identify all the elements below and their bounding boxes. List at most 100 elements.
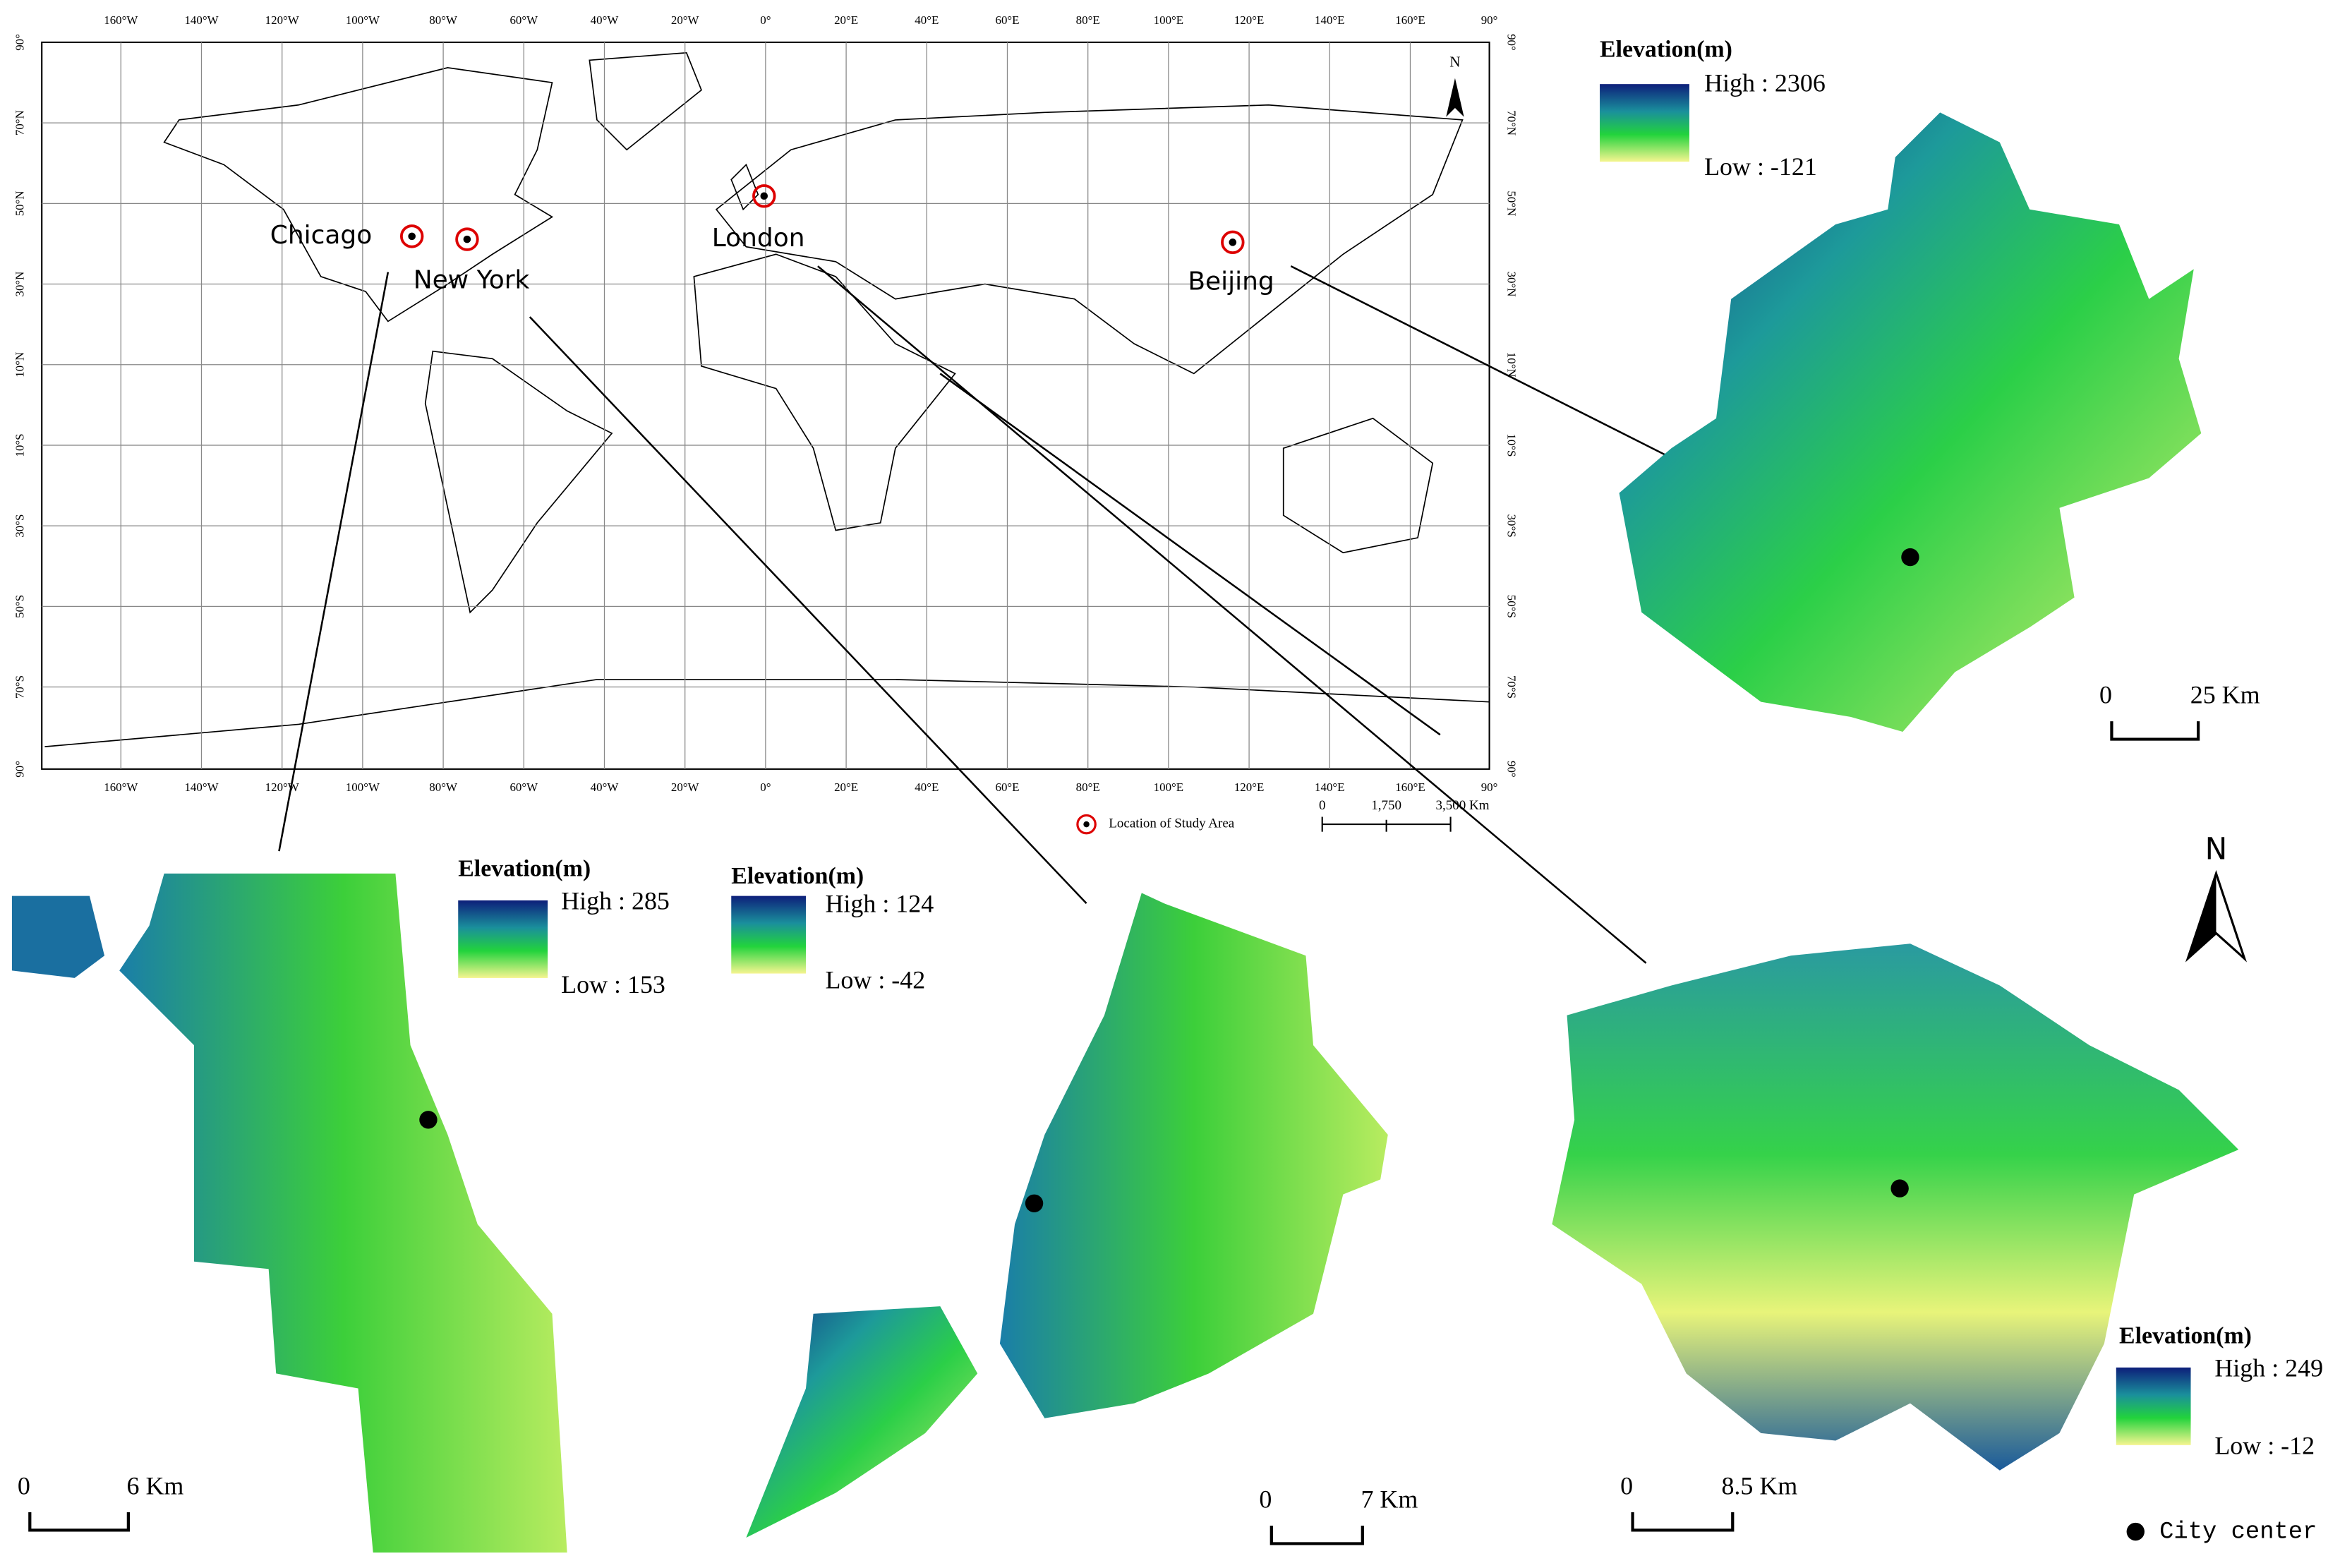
city-center-symbol	[2126, 1522, 2145, 1541]
newyork-panel	[746, 893, 1388, 1538]
beijing-dem	[1619, 112, 2202, 732]
lon-label: 80°W	[429, 13, 457, 27]
lon-label: 0°	[760, 13, 771, 27]
lon-label: 120°W	[265, 780, 299, 794]
legend-title: Elevation(m)	[731, 863, 864, 889]
lon-label: 80°W	[429, 780, 457, 794]
lon-label: 120°W	[265, 13, 299, 27]
lon-label: 120°E	[1234, 780, 1264, 794]
scale-label: 0	[1620, 1471, 1633, 1500]
lon-label: 140°E	[1315, 13, 1344, 27]
legend-ramp	[1600, 84, 1689, 162]
scale-label: 0	[1259, 1485, 1272, 1513]
lon-label: 100°W	[346, 13, 380, 27]
city-marker	[752, 184, 776, 208]
scale-bar	[1631, 1512, 1735, 1532]
map-scale-label: 3,500 Km	[1435, 798, 1489, 813]
legend-high: High : 249	[2214, 1353, 2323, 1382]
lat-label: 70°N	[13, 110, 26, 135]
lon-label: 140°E	[1315, 780, 1344, 794]
map-scale-label: 0	[1319, 798, 1326, 813]
scale-label: 0	[2099, 681, 2112, 709]
city-marker-dot	[760, 192, 768, 200]
city-center	[419, 1111, 438, 1129]
legend-low: Low : -121	[1704, 152, 1817, 181]
panel-legends: Elevation(m) High : 2306 Low : -121 0 25 Km E…	[18, 36, 2323, 1545]
scale-label: 7 Km	[1361, 1485, 1418, 1513]
lat-label: 70°N	[1504, 110, 1518, 135]
legend-high: High : 124	[825, 890, 934, 918]
scale-label: 6 Km	[127, 1471, 184, 1500]
legend-ramp	[458, 900, 548, 978]
legend-ramp	[2116, 1367, 2191, 1445]
lon-label: 60°E	[995, 13, 1019, 27]
beijing-panel	[1619, 112, 2202, 732]
lon-label: 60°E	[995, 780, 1019, 794]
lon-label: 0°	[760, 780, 771, 794]
lon-label: 40°E	[915, 13, 939, 27]
legend-low: Low : -42	[825, 966, 925, 994]
lon-label: 20°E	[834, 13, 858, 27]
scale-label: 0	[18, 1471, 30, 1500]
lon-label: 100°E	[1154, 780, 1183, 794]
leader-lines	[278, 265, 1667, 964]
map-scale-label: 1,750	[1371, 798, 1401, 813]
city-center-label: City center	[2159, 1519, 2317, 1545]
city-marker	[455, 227, 479, 251]
chicago-dem	[11, 895, 105, 978]
lon-label: 80°E	[1076, 13, 1100, 27]
legend-low: Low : -12	[2214, 1431, 2315, 1459]
lat-label: 90°	[13, 34, 26, 51]
lat-label: 10°S	[13, 433, 26, 457]
legend-title: Elevation(m)	[458, 855, 591, 881]
city-center	[1901, 548, 1919, 567]
scale-label: 8.5 Km	[1721, 1471, 1797, 1500]
lat-label: 30°N	[13, 272, 26, 297]
city-label: Beijing	[1188, 267, 1274, 296]
scale-bar	[2110, 721, 2200, 741]
map-legend-label: Location of Study Area	[1109, 816, 1235, 831]
lat-label: 50°N	[13, 191, 26, 216]
lat-label: 30°S	[13, 514, 26, 538]
lat-label: 10°S	[1504, 433, 1518, 457]
legend-low: Low : 153	[561, 970, 665, 999]
lat-label: 10°N	[1504, 352, 1518, 378]
lat-label: 10°N	[13, 352, 26, 378]
legend-title: Elevation(m)	[1600, 36, 1732, 62]
lon-label: 40°W	[591, 13, 619, 27]
lon-label: 160°E	[1395, 13, 1425, 27]
city-label: Chicago	[270, 221, 372, 250]
coastlines	[44, 52, 1490, 747]
city-center	[1025, 1194, 1044, 1212]
city-marker-dot	[408, 232, 416, 241]
legend-symbol	[1076, 814, 1097, 835]
lat-label: 30°S	[1504, 514, 1518, 538]
lon-label: 120°E	[1234, 13, 1264, 27]
city-marker	[1221, 230, 1245, 255]
scale-bar	[1269, 1526, 1364, 1545]
city-center	[1890, 1179, 1909, 1198]
lon-label: 90°	[1481, 780, 1498, 794]
legend-title: Elevation(m)	[2119, 1322, 2252, 1349]
study-cities: Chicago New York London Beijing	[270, 184, 1274, 296]
legend-symbol-dot	[1083, 821, 1090, 828]
map-ticks: 160°W 160°W 140°W 140°W 120°W 120°W 100°W 100°W…	[13, 13, 1518, 794]
newyork-dem	[746, 1306, 978, 1538]
map-north-label: N	[1449, 53, 1460, 70]
map-north-arrow	[1446, 78, 1464, 117]
legend-high: High : 2306	[1704, 69, 1826, 97]
lon-label: 20°E	[834, 780, 858, 794]
city-label: London	[712, 224, 805, 253]
chicago-panel	[11, 873, 567, 1553]
lon-label: 40°W	[591, 780, 619, 794]
scale-label: 25 Km	[2190, 681, 2260, 709]
lon-label: 80°E	[1076, 780, 1100, 794]
lon-label: 160°E	[1395, 780, 1425, 794]
lon-label: 60°W	[509, 780, 538, 794]
scale-bar	[28, 1512, 130, 1532]
lat-label: 30°N	[1504, 272, 1518, 297]
lon-label: 20°W	[671, 13, 699, 27]
lon-label: 160°W	[104, 13, 138, 27]
